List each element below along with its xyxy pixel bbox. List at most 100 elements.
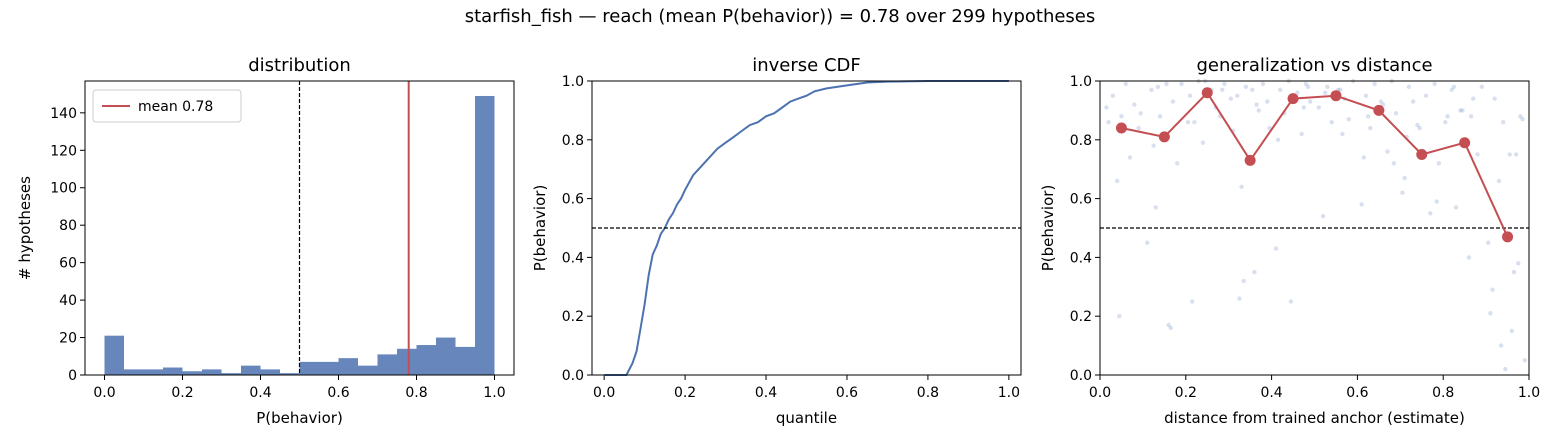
scatter-point [1475,152,1480,157]
scatter-point [1256,108,1261,113]
scatter-point [1166,322,1171,328]
scatter-point [1458,108,1463,113]
y-tick-label: 0.4 [562,250,584,266]
x-tick-label: 0.0 [93,385,115,401]
scatter-point [1157,114,1163,119]
histogram-bar [163,367,183,375]
x-tick-label: 0.4 [249,385,271,401]
scatter-point [1492,96,1497,101]
scatter-point [1241,278,1246,284]
x-tick-label: 0.2 [171,385,193,401]
x-tick-label: 0.2 [674,385,696,401]
y-tick-label: 1.0 [562,74,584,90]
scatter-point [1402,175,1407,181]
scatter-point [1185,119,1191,125]
x-tick-label: 0.0 [1089,385,1111,401]
scatter-point [1432,81,1437,87]
scatter-point [1346,117,1352,122]
x-tick-label: 1.0 [1518,385,1540,401]
scatter-point [1144,240,1150,245]
scatter-point [1155,84,1161,90]
inverse-cdf-line [604,80,1009,376]
scatter-point [1460,108,1465,113]
histogram-bar [455,346,475,375]
x-tick-label: 1.0 [998,385,1020,401]
scatter-point [1222,81,1227,87]
scatter-point [1192,119,1197,125]
scatter-point [1138,111,1143,116]
scatter-point [1391,161,1397,166]
scatter-point [1516,261,1521,266]
scatter-point [1479,84,1485,90]
scatter-point [1361,155,1367,160]
scatter-point [1228,96,1234,101]
y-tick-label: 0.2 [562,309,584,325]
scatter-point [1136,125,1141,131]
y-tick-label: 140 [50,106,77,122]
scatter-point [1275,137,1281,142]
scatter-point [1149,87,1154,93]
scatter-point [1449,87,1454,93]
y-axis-label: # hypotheses [16,176,34,280]
axes-title: generalization vs distance [1196,55,1432,76]
scatter-point [1187,93,1193,98]
binned-mean-marker [1373,104,1385,116]
x-tick-label: 0.6 [836,385,858,401]
scatter-point [1127,155,1133,160]
scatter-point [1190,299,1195,304]
histogram-bar [319,361,339,375]
scatter-point [1239,184,1244,190]
scatter-point [1267,125,1272,131]
y-tick-label: 0.2 [1070,309,1092,325]
binned-mean-marker [1287,93,1299,105]
figure-title: starfish_fish — reach (mean P(behavior))… [464,6,1096,27]
x-tick-label: 0.8 [1432,385,1454,401]
y-axis-label: P(behavior) [1039,185,1057,272]
y-tick-label: 0.4 [1070,250,1092,266]
legend-box [92,89,242,123]
scatter-point [1453,205,1459,210]
y-tick-label: 120 [50,143,77,159]
scatter-point [1380,102,1386,107]
x-tick-label: 0.2 [1175,385,1197,401]
scatter-point [1243,84,1249,90]
binned-mean-marker [1201,87,1213,99]
x-axis-label: P(behavior) [256,409,343,427]
scatter-point [1254,102,1259,107]
panel-generalization-vs-distance: 0.0 0.2 0.4 0.6 0.8 1.0 0.0 0.2 0.4 0.6 0.8 1.0 gene… [1039,55,1540,427]
scatter-point [1220,87,1225,93]
scatter-point [1151,143,1156,148]
binned-mean-marker [1158,131,1170,143]
scatter-point [1393,111,1399,116]
scatter-point [1164,81,1169,87]
y-tick-label: 80 [59,218,77,234]
y-tick-label: 0.0 [1070,368,1092,384]
y-tick-label: 20 [59,331,77,347]
scatter-point [1415,122,1420,128]
axes-frame [591,80,1022,376]
scatter-point [1490,287,1495,292]
y-tick-label: 0.8 [562,133,584,149]
scatter-point [1410,99,1416,104]
histogram-bar [416,345,436,375]
scatter-point [1520,117,1525,122]
y-axis-label: P(behavior) [531,185,549,272]
binned-mean-marker [1459,137,1471,149]
scatter-point [1423,93,1429,98]
y-tick-label: 0.6 [562,192,584,208]
histogram-bar [299,361,319,375]
scatter-point [1488,311,1493,316]
legend-label: mean 0.78 [138,99,213,115]
histogram-bar [358,365,378,375]
x-tick-label: 0.6 [327,385,349,401]
histogram-bar [280,373,300,375]
scatter-point [1443,119,1448,125]
scatter-point [1179,81,1184,87]
scatter-point [1400,190,1405,195]
scatter-point [1320,214,1326,219]
scatter-point [1316,105,1321,110]
scatter-point [1466,255,1472,260]
axes-title: inverse CDF [752,55,861,76]
scatter-point [1295,90,1300,95]
scatter-point [1114,178,1120,184]
